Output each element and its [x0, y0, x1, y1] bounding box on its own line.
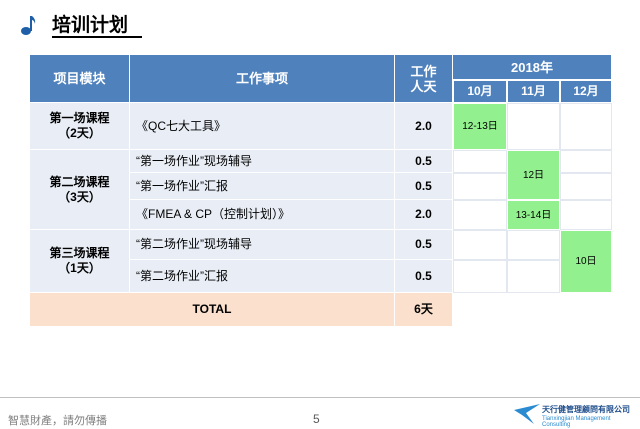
schedule-block: 12日 — [507, 150, 560, 200]
module-cell: 第二场课程 （3天） — [30, 150, 130, 230]
days-cell: 0.5 — [395, 150, 453, 173]
module-cell: 第一场课程 （2天） — [30, 103, 130, 150]
module-line: （2天） — [58, 126, 101, 140]
module-cell: 第三场课程 （1天） — [30, 230, 130, 293]
title: 培训计划 — [52, 15, 129, 36]
page-number: 5 — [313, 412, 320, 426]
month-cell — [507, 230, 560, 260]
total-label: TOTAL — [30, 293, 395, 327]
header-task: 工作事项 — [130, 55, 395, 103]
module-line: 第一场课程 — [49, 111, 110, 125]
month-cell — [560, 103, 612, 150]
month-cell — [560, 150, 612, 173]
days-cell: 2.0 — [395, 103, 453, 150]
header-month: 12月 — [560, 80, 612, 103]
footer-notice: 智慧財產，請勿傳播 — [8, 415, 107, 427]
task-cell: “第二场作业”汇报 — [130, 260, 395, 293]
month-cell — [453, 150, 507, 173]
logo-icon — [514, 404, 540, 424]
module-line: （3天） — [58, 189, 101, 204]
task-cell: 《QC七大工具》 — [130, 103, 395, 150]
days-cell: 2.0 — [395, 200, 453, 230]
month-cell — [453, 173, 507, 200]
header-days-line: 工作 — [410, 63, 437, 79]
task-cell: 《FMEA & CP（控制计划）》 — [130, 200, 395, 230]
month-cell — [453, 260, 507, 293]
month-cell — [560, 200, 612, 230]
header-module: 项目模块 — [30, 55, 130, 103]
total-days: 6天 — [395, 293, 453, 327]
footer-line — [0, 397, 640, 398]
title-underline — [52, 36, 142, 38]
module-line: 第三场课程 — [49, 246, 110, 260]
task-cell: “第一场作业”汇报 — [130, 173, 395, 200]
company-name-en: Tianxingjian Management Consulting — [542, 416, 611, 428]
month-cell — [453, 230, 507, 260]
header-days: 工作 人天 — [395, 55, 453, 103]
month-cell — [507, 260, 560, 293]
header-days-line: 人天 — [410, 78, 437, 94]
note-icon — [21, 16, 36, 35]
task-cell: “第一场作业”现场辅导 — [130, 150, 395, 173]
days-cell: 0.5 — [395, 260, 453, 293]
month-cell — [560, 173, 612, 200]
month-cell — [453, 200, 507, 230]
schedule-block: 10日 — [560, 230, 612, 293]
module-line: 第二场课程 — [49, 174, 110, 189]
task-cell: “第二场作业”现场辅导 — [130, 230, 395, 260]
schedule-block: 12-13日 — [453, 103, 507, 150]
days-cell: 0.5 — [395, 173, 453, 200]
module-line: （1天） — [58, 261, 101, 275]
header-month: 10月 — [453, 80, 507, 103]
company-name: 天行健管理顧問有限公司 — [542, 405, 630, 414]
month-cell — [507, 103, 560, 150]
days-cell: 0.5 — [395, 230, 453, 260]
header-month: 11月 — [507, 80, 560, 103]
header-year: 2018年 — [453, 55, 612, 80]
schedule-block: 13-14日 — [507, 200, 560, 230]
